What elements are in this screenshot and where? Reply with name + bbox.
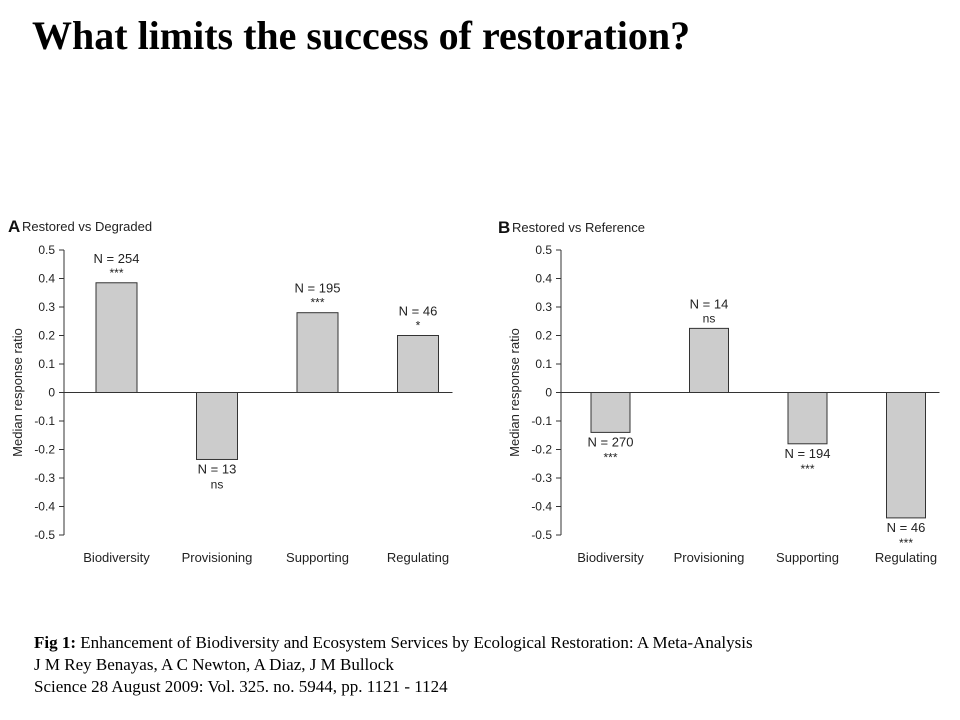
- panel-a-y-tick-label: -0.5: [34, 528, 55, 542]
- panel-b-bar-provisioning: [689, 327, 729, 393]
- panel-b-bar-regulating: [886, 392, 926, 519]
- panel-a-y-tick-label: 0.5: [38, 243, 55, 257]
- panel-b-significance: ***: [899, 536, 913, 550]
- panel-a-letter: A: [8, 217, 20, 236]
- panel-a-y-label: Median response ratio: [10, 328, 25, 457]
- panel-b-bar-biodiversity: [590, 392, 631, 433]
- panel-a-title: Restored vs Degraded: [22, 219, 152, 234]
- panel-b-significance: ns: [703, 311, 716, 325]
- panel-a-bar-provisioning: [196, 392, 238, 460]
- panel-a-y-tick-label: 0: [48, 386, 55, 400]
- panel-a-category-label: Regulating: [387, 550, 449, 565]
- slide-title: What limits the success of restoration?: [32, 13, 691, 58]
- panel-a-y-tick-label: -0.3: [34, 471, 55, 485]
- panel-b-y-tick-label: 0.3: [535, 300, 552, 314]
- panel-b-n-label: N = 270: [588, 434, 634, 449]
- panel-b-n-label: N = 14: [690, 296, 729, 311]
- panel-b-category-label: Biodiversity: [577, 550, 644, 565]
- panel-b-y-tick-label: -0.4: [531, 500, 552, 514]
- panel-a-y-tick-label: 0.2: [38, 329, 55, 343]
- caption-fig-label: Fig 1:: [34, 633, 77, 652]
- caption-title: Enhancement of Biodiversity and Ecosyste…: [76, 633, 753, 652]
- panel-b-n-label: N = 46: [887, 520, 926, 535]
- panel-a-significance: ***: [109, 266, 123, 280]
- panel-a-bar-biodiversity: [95, 282, 138, 393]
- panel-b-y-label: Median response ratio: [507, 328, 522, 457]
- panel-a-n-label: N = 195: [295, 281, 341, 296]
- caption-line-1: Fig 1: Enhancement of Biodiversity and E…: [34, 632, 753, 654]
- panel-b-category-label: Supporting: [776, 550, 839, 565]
- panel-b-significance: ***: [800, 462, 814, 476]
- panel-a-y-tick-label: -0.2: [34, 443, 55, 457]
- caption-authors: J M Rey Benayas, A C Newton, A Diaz, J M…: [34, 655, 394, 674]
- panel-b-y-tick-label: 0.4: [535, 272, 552, 286]
- figure-caption: Fig 1: Enhancement of Biodiversity and E…: [34, 632, 753, 698]
- panel-a-y-tick-label: -0.1: [34, 414, 55, 428]
- panel-b-letter: B: [498, 218, 510, 237]
- panel-b-y-tick-label: 0.5: [535, 243, 552, 257]
- panel-a-n-label: N = 46: [399, 304, 438, 319]
- panel-b-significance: ***: [603, 450, 617, 464]
- panel-a-category-label: Provisioning: [182, 550, 253, 565]
- panel-b-title: Restored vs Reference: [512, 220, 645, 235]
- panel-a-n-label: N = 13: [198, 461, 237, 476]
- panel-a-y-tick-label: 0.4: [38, 272, 55, 286]
- panel-a-significance: *: [416, 319, 421, 333]
- panel-a-category-label: Supporting: [286, 550, 349, 565]
- panel-b-category-label: Provisioning: [674, 550, 745, 565]
- panel-a-y-tick-label: -0.4: [34, 500, 55, 514]
- panel-a-significance: ***: [310, 296, 324, 310]
- panel-a-n-label: N = 254: [94, 251, 140, 266]
- panel-b-category-label: Regulating: [875, 550, 937, 565]
- panel-b-bar-supporting: [787, 392, 828, 445]
- panel-b-y-tick-label: -0.3: [531, 471, 552, 485]
- panel-b-n-label: N = 194: [785, 446, 831, 461]
- panel-a-bar-regulating: [397, 335, 439, 393]
- panel-b-y-tick-label: -0.5: [531, 528, 552, 542]
- panel-b-y-tick-label: -0.2: [531, 443, 552, 457]
- panel-b-y-tick-label: 0: [545, 386, 552, 400]
- panel-b-y-tick-label: 0.1: [535, 357, 552, 371]
- panel-a-category-label: Biodiversity: [83, 550, 150, 565]
- panel-a-y-tick-label: 0.1: [38, 357, 55, 371]
- panel-b-y-tick-label: 0.2: [535, 329, 552, 343]
- panel-a-y-tick-label: 0.3: [38, 300, 55, 314]
- panel-a-significance: ns: [211, 477, 224, 491]
- panel-b-y-tick-label: -0.1: [531, 414, 552, 428]
- panel-a-bar-supporting: [296, 312, 339, 394]
- caption-citation: Science 28 August 2009: Vol. 325. no. 59…: [34, 677, 448, 696]
